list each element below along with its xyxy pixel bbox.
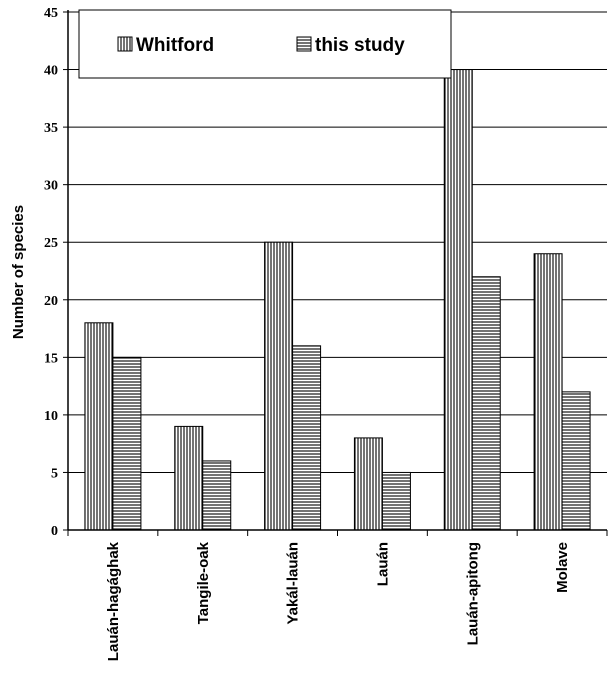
legend: Whitford this study bbox=[78, 9, 452, 79]
axes bbox=[63, 10, 608, 536]
gridlines bbox=[68, 11, 607, 473]
legend-swatch-this-study bbox=[296, 36, 312, 52]
y-axis-title: Number of species bbox=[10, 205, 27, 339]
legend-label-whitford: Whitford bbox=[136, 35, 214, 56]
x-category-label: Lauán-apitong bbox=[464, 542, 481, 645]
x-category-label: Yakál-lauán bbox=[285, 542, 302, 625]
y-tick-label: 40 bbox=[44, 64, 58, 79]
bar-whitford bbox=[84, 322, 114, 531]
y-tick-label: 0 bbox=[51, 524, 58, 539]
y-tick-label: 45 bbox=[44, 6, 58, 21]
bar-whitford bbox=[174, 425, 204, 531]
y-tick-labels: 0 5 10 15 20 25 30 35 40 45 bbox=[44, 6, 58, 539]
x-category-label: Tangile-oak bbox=[195, 541, 212, 624]
y-tick-label: 30 bbox=[44, 179, 58, 194]
x-category-label: Lauán bbox=[374, 542, 391, 586]
y-tick-label: 5 bbox=[51, 466, 58, 481]
bar-this-study bbox=[381, 471, 411, 531]
y-tick-label: 35 bbox=[44, 121, 58, 136]
legend-box bbox=[78, 9, 452, 79]
legend-label-this-study: this study bbox=[315, 35, 405, 56]
y-tick-label: 15 bbox=[44, 351, 58, 366]
bar-this-study bbox=[292, 345, 322, 531]
bar-this-study bbox=[112, 356, 142, 531]
bar-whitford bbox=[533, 253, 563, 531]
legend-swatch-whitford bbox=[117, 36, 133, 52]
y-tick-label: 25 bbox=[44, 236, 58, 251]
bar-whitford bbox=[443, 69, 473, 531]
bar-this-study bbox=[471, 276, 501, 531]
bars bbox=[84, 69, 591, 531]
x-category-label: Molave bbox=[554, 542, 571, 593]
bar-whitford bbox=[264, 241, 294, 531]
bar-this-study bbox=[561, 391, 591, 531]
bar-this-study bbox=[202, 460, 232, 531]
bar-whitford bbox=[353, 437, 383, 531]
y-tick-label: 20 bbox=[44, 294, 58, 309]
x-category-label: Lauán-hagághak bbox=[105, 541, 122, 661]
x-category-labels: Lauán-hagághak Tangile-oak Yakál-lauán Lauá… bbox=[105, 541, 571, 661]
y-tick-label: 10 bbox=[44, 409, 58, 424]
